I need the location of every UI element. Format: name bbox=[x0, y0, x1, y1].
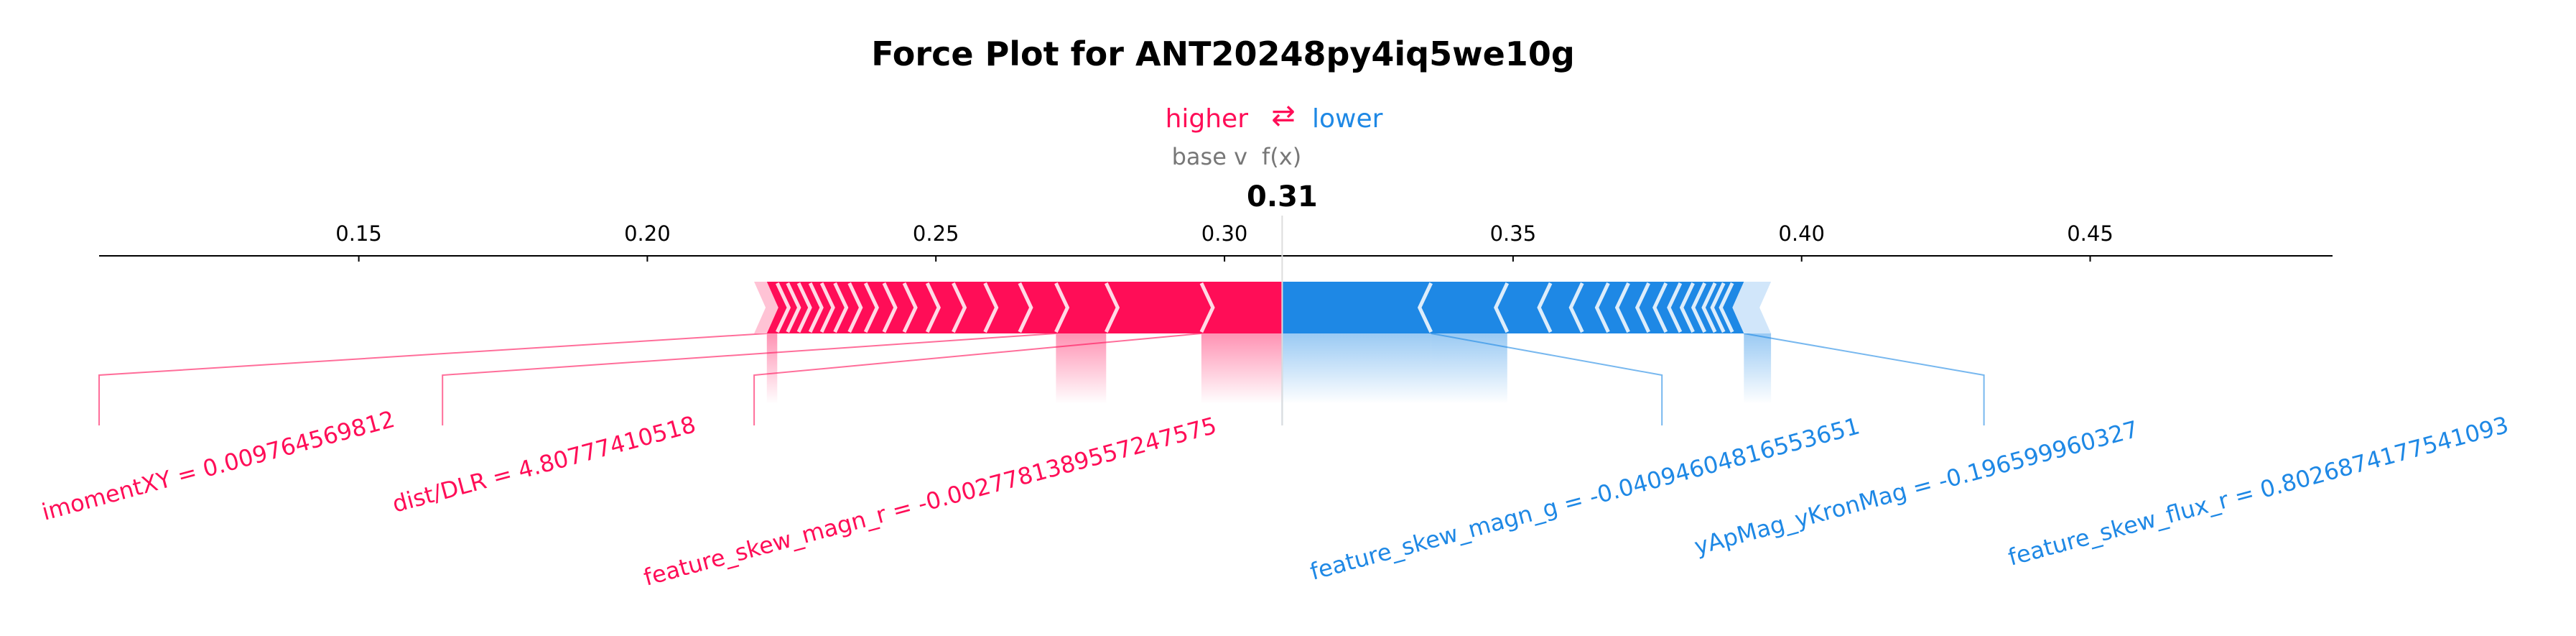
feature-connector-fill bbox=[766, 333, 778, 404]
negative-band-separator bbox=[1494, 282, 1510, 333]
x-tick-label: 0.30 bbox=[1201, 221, 1248, 246]
positive-band-separator bbox=[952, 282, 967, 333]
feature-connector-line bbox=[1431, 333, 1663, 425]
positive-feature-label: feature_skew_magn_r = -0.002778138955724… bbox=[641, 412, 1219, 591]
force-bands bbox=[754, 282, 1772, 333]
output-value: 0.31 bbox=[1247, 180, 1318, 213]
legend-lower: lower bbox=[1312, 104, 1383, 134]
positive-band-separator bbox=[796, 282, 812, 333]
negative-band-separator bbox=[1701, 282, 1717, 333]
positive-band-separator bbox=[983, 282, 999, 333]
x-tick-label: 0.45 bbox=[2067, 221, 2114, 246]
positive-tail bbox=[754, 282, 778, 333]
x-tick-label: 0.40 bbox=[1778, 221, 1825, 246]
positive-band-separator bbox=[1199, 282, 1215, 333]
positive-band-separator bbox=[1018, 282, 1033, 333]
positive-bar bbox=[766, 282, 1283, 333]
negative-band-separator bbox=[1614, 282, 1630, 333]
negative-band-separator bbox=[1417, 282, 1433, 333]
legend-higher: higher bbox=[1166, 104, 1249, 134]
legend-swap-icon: ⇄ bbox=[1271, 99, 1296, 132]
feature-connector-fill bbox=[1744, 333, 1772, 404]
positive-band-separator bbox=[925, 282, 941, 333]
chart-title: Force Plot for ANT20248py4iq5we10g bbox=[871, 34, 1575, 73]
feature-connector-fill bbox=[1282, 333, 1431, 404]
negative-band-separator bbox=[1594, 282, 1610, 333]
x-tick-label: 0.20 bbox=[624, 221, 671, 246]
legend: higher ⇄ lower bbox=[1166, 99, 1383, 134]
positive-band-separator bbox=[808, 282, 824, 333]
negative-band-separator bbox=[1568, 282, 1584, 333]
positive-band-separator bbox=[863, 282, 879, 333]
positive-band-separator bbox=[882, 282, 898, 333]
feature-connector-line bbox=[753, 333, 1201, 425]
negative-bar bbox=[1282, 282, 1744, 333]
positive-band-separator bbox=[1054, 282, 1070, 333]
base-value-label: base v bbox=[1172, 143, 1247, 170]
feature-connector-line bbox=[1744, 333, 1985, 425]
positive-band-separator bbox=[902, 282, 918, 333]
negative-band-separator bbox=[1667, 282, 1683, 333]
x-axis-ticks: 0.15 0.20 0.25 0.30 0.35 0.40 0.45 bbox=[335, 221, 2114, 262]
negative-band-separator bbox=[1635, 282, 1650, 333]
positive-band-separator bbox=[833, 282, 849, 333]
negative-band-separator bbox=[1691, 282, 1706, 333]
x-tick-label: 0.25 bbox=[913, 221, 959, 246]
negative-band-separator bbox=[1719, 282, 1734, 333]
negative-tail bbox=[1732, 282, 1772, 333]
x-tick-label: 0.35 bbox=[1490, 221, 1537, 246]
positive-band-separator bbox=[847, 282, 863, 333]
feature-connector-fill bbox=[1431, 333, 1507, 404]
positive-band-separator bbox=[819, 282, 835, 333]
positive-band-separator bbox=[786, 282, 801, 333]
feature-connector-line bbox=[98, 333, 767, 425]
feature-connector-line bbox=[442, 333, 1056, 425]
negative-feature-label: feature_skew_magn_g = -0.040946048165536… bbox=[1307, 412, 1862, 585]
fx-label: f(x) bbox=[1262, 143, 1301, 170]
positive-feature-label: imomentXY = 0.009764569812 bbox=[39, 405, 397, 526]
negative-band-separator bbox=[1679, 282, 1695, 333]
x-tick-label: 0.15 bbox=[335, 221, 382, 246]
negative-band-separator bbox=[1710, 282, 1726, 333]
negative-band-separator bbox=[1537, 282, 1553, 333]
positive-band-separator bbox=[1105, 282, 1120, 333]
feature-connector-fill bbox=[1056, 333, 1107, 404]
positive-band-separator bbox=[776, 282, 791, 333]
positive-feature-label: dist/DLR = 4.80777410518 bbox=[389, 410, 699, 517]
feature-connector-fill bbox=[1201, 333, 1283, 404]
negative-band-separator bbox=[1652, 282, 1668, 333]
